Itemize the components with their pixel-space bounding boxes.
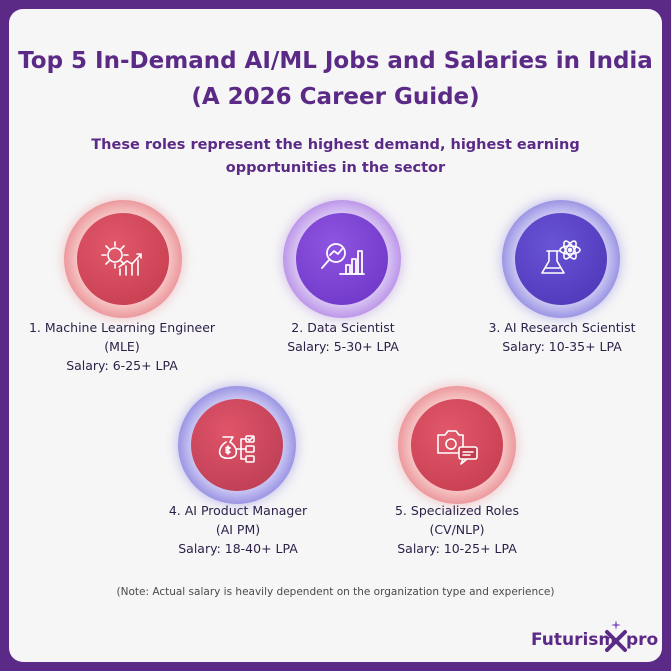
- job-3-salary: Salary: 10-35+ LPA: [502, 339, 622, 354]
- job-4-text: 4. AI Product Manager (AI PM) Salary: 18…: [133, 501, 343, 558]
- job-5-salary: Salary: 10-25+ LPA: [397, 541, 517, 556]
- job-4-title: 4. AI Product Manager: [168, 503, 308, 518]
- page-subtitle: These roles represent the highest demand…: [91, 137, 580, 153]
- content-card: [9, 9, 662, 662]
- job-5-badge: [398, 386, 516, 504]
- job-2-text: 2. Data Scientist Salary: 5-30+ LPA: [238, 318, 448, 356]
- page-subtitle-line2: opportunities in the sector: [225, 160, 446, 176]
- job-2-badge: [283, 200, 401, 318]
- job-5-title: 5. Specialized Roles: [394, 503, 520, 518]
- job-1-title-line2: (MLE): [104, 339, 140, 354]
- job-4-salary: Salary: 18-40+ LPA: [178, 541, 298, 556]
- job-1-title: 1. Machine Learning Engineer: [28, 320, 216, 335]
- futurism-pro-logo: Futurism pro: [531, 620, 658, 658]
- job-2-title: 2. Data Scientist: [291, 320, 395, 335]
- job-1-salary: Salary: 6-25+ LPA: [66, 358, 178, 373]
- page-title: Top 5 In-Demand AI/ML Jobs and Salaries …: [18, 48, 653, 74]
- job-2-salary: Salary: 5-30+ LPA: [287, 339, 399, 354]
- logo-word: Futurism: [531, 630, 617, 650]
- job-3-title: 3. AI Research Scientist: [488, 320, 636, 335]
- money-bag-tasks-icon: [191, 399, 283, 491]
- job-3-badge: [502, 200, 620, 318]
- job-5-title-line2: (CV/NLP): [429, 522, 485, 537]
- salary-note: (Note: Actual salary is heavily dependen…: [116, 586, 555, 598]
- job-1-badge: [64, 200, 182, 318]
- job-3-text: 3. AI Research Scientist Salary: 10-35+ …: [457, 318, 667, 356]
- logo-x-icon: [605, 620, 627, 652]
- job-5-text: 5. Specialized Roles (CV/NLP) Salary: 10…: [352, 501, 562, 558]
- magnifier-chart-icon: [296, 213, 388, 305]
- page-title-line2: (A 2026 Career Guide): [191, 84, 480, 110]
- job-4-badge: [178, 386, 296, 504]
- gear-chart-icon: [77, 213, 169, 305]
- logo-pro: pro: [626, 630, 659, 650]
- flask-atom-icon: [515, 213, 607, 305]
- camera-chat-icon: [411, 399, 503, 491]
- job-1-text: 1. Machine Learning Engineer (MLE) Salar…: [17, 318, 227, 375]
- job-4-title-line2: (AI PM): [215, 522, 261, 537]
